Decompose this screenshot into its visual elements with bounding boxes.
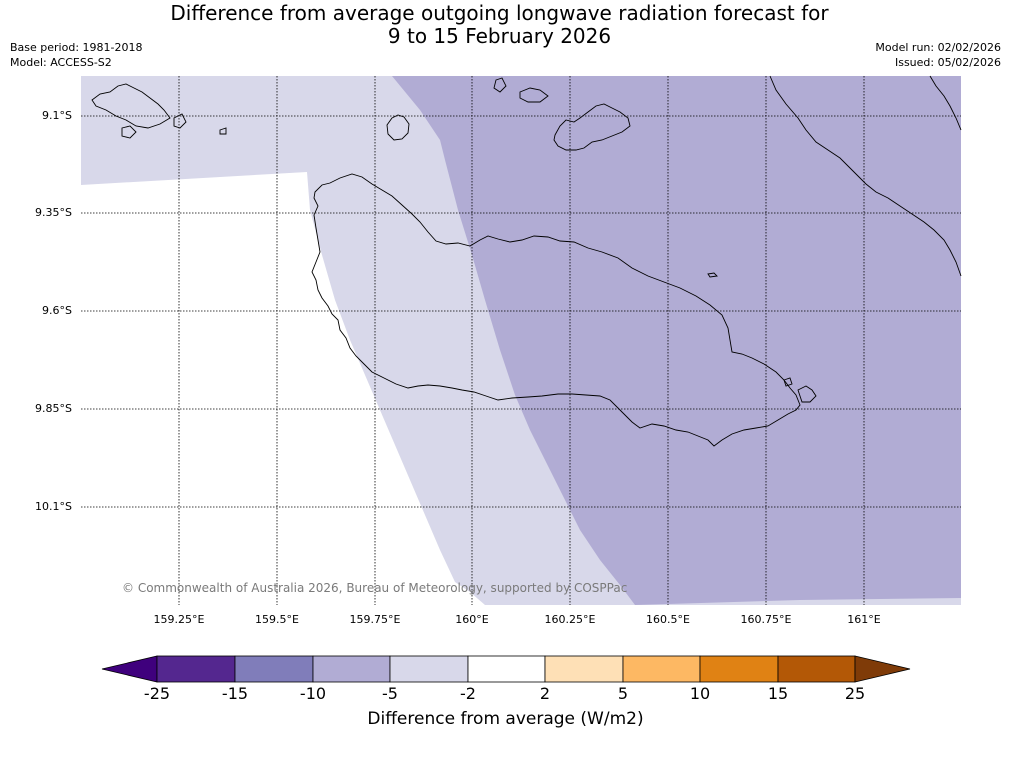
lon-label: 161°E (847, 613, 881, 626)
colorbar-tick: 5 (617, 684, 629, 703)
lon-label: 159.25°E (153, 613, 205, 626)
coastline-nggela-north (519, 87, 549, 103)
colorbar-tick: 2 (539, 684, 551, 703)
meta-left: Base period: 1981-2018 Model: ACCESS-S2 (10, 40, 142, 70)
coastlines (91, 75, 962, 447)
colorbar-tick: -10 (299, 684, 327, 703)
model-name: Model: ACCESS-S2 (10, 56, 112, 69)
colorbar-tick: -2 (460, 684, 476, 703)
coastline-guadalcanal (311, 173, 801, 447)
colorbar-segment-5 (467, 655, 546, 683)
lon-label: 160.25°E (544, 613, 596, 626)
lon-label: 160°E (455, 613, 489, 626)
coastline-nggela (553, 103, 631, 151)
lat-label: 9.35°S (35, 206, 72, 219)
meta-right: Model run: 02/02/2026 Issued: 05/02/2026 (875, 40, 1001, 70)
model-run: Model run: 02/02/2026 (875, 41, 1001, 54)
colorbar-tick: -15 (221, 684, 249, 703)
title-line-1: Difference from average outgoing longwav… (170, 1, 829, 25)
title-line-2: 9 to 15 February 2026 (387, 24, 612, 48)
lat-label: 10.1°S (35, 500, 72, 513)
coastline-russell (91, 83, 171, 129)
lat-label: 9.85°S (35, 402, 72, 415)
lat-label: 9.1°S (42, 109, 72, 122)
gridlines (81, 76, 961, 605)
lon-label: 160.5°E (646, 613, 690, 626)
lon-label: 160.75°E (740, 613, 792, 626)
coastline-islet-se-2 (783, 377, 793, 387)
copyright-notice: © Commonwealth of Australia 2026, Bureau… (122, 581, 628, 595)
coastline-nggela-west (493, 77, 507, 93)
colorbar-segment-8 (699, 655, 779, 683)
colorbar-extend-right (854, 655, 911, 683)
colorbar-segment-2 (234, 655, 314, 683)
anomaly-band-dark (392, 76, 961, 605)
coastline-islet-se (797, 385, 817, 403)
colorbar-label: Difference from average (W/m2) (367, 709, 644, 729)
coastline-russell-3 (173, 113, 187, 129)
lon-label: 159.75°E (349, 613, 401, 626)
coastline-island-round (386, 114, 410, 141)
lon-label: 159.5°E (255, 613, 299, 626)
coastline-malaita (769, 75, 962, 277)
colorbar-segment-4 (389, 655, 469, 683)
coastline-russell-2 (121, 125, 137, 139)
colorbar-segment-9 (777, 655, 856, 683)
coastline-russell-4 (219, 127, 227, 135)
coastline-islet-mid (707, 272, 718, 278)
colorbar-segment-3 (312, 655, 391, 683)
colorbar-extend-left (101, 655, 158, 683)
coastline-malaita-north (929, 75, 962, 131)
lat-label: 9.6°S (42, 304, 72, 317)
colorbar-tick: -5 (382, 684, 398, 703)
colorbar-tick: 10 (689, 684, 711, 703)
colorbar-tick: 25 (844, 684, 866, 703)
colorbar-tick: -25 (143, 684, 171, 703)
colorbar-segment-7 (622, 655, 701, 683)
issued-date: Issued: 05/02/2026 (894, 56, 1001, 69)
colorbar-segment-6 (544, 655, 624, 683)
colorbar-segment-1 (156, 655, 236, 683)
base-period: Base period: 1981-2018 (10, 41, 143, 54)
chart-title: Difference from average outgoing longwav… (0, 2, 1011, 48)
colorbar-tick: 15 (767, 684, 789, 703)
colorbar (101, 655, 911, 683)
